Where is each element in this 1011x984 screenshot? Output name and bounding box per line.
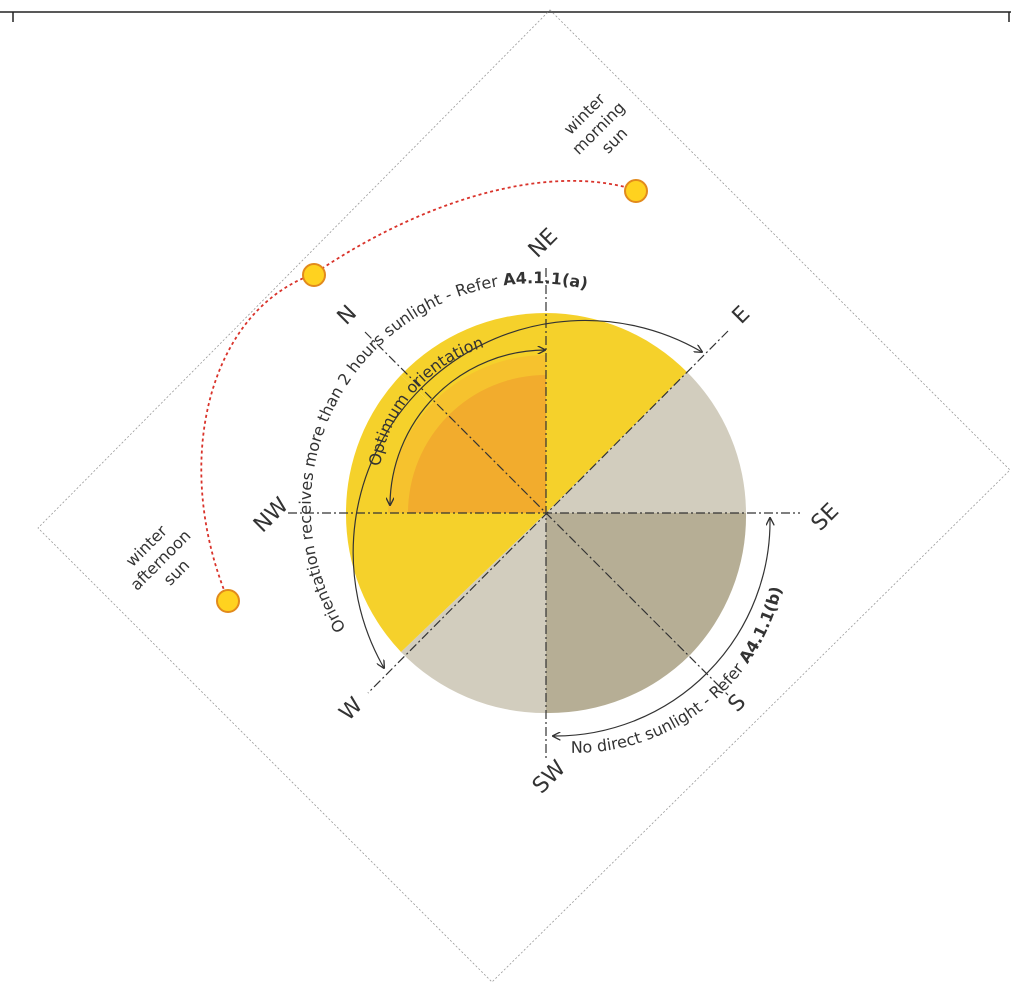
- afternoon-sun-label: winter afternoon sun: [112, 508, 212, 608]
- sun-icon: [216, 589, 240, 613]
- dir-label-ne: NE: [524, 224, 563, 263]
- site-boundary-diamond: [37, 9, 1011, 983]
- optimum-arc: [390, 350, 545, 505]
- dir-label-n: N: [333, 301, 362, 330]
- dir-label-w: W: [335, 693, 368, 726]
- dir-label-sw: SW: [528, 756, 571, 799]
- sun-icons: [216, 179, 648, 613]
- dir-label-se: SE: [807, 499, 844, 536]
- morning-sun-label: winter morning sun: [554, 80, 646, 172]
- no-sun-arc: [553, 518, 770, 736]
- sun-icon: [624, 179, 648, 203]
- dir-label-s: S: [724, 690, 752, 718]
- sun-icon: [302, 263, 326, 287]
- dir-label-e: E: [728, 302, 756, 330]
- dir-label-nw: NW: [249, 493, 294, 538]
